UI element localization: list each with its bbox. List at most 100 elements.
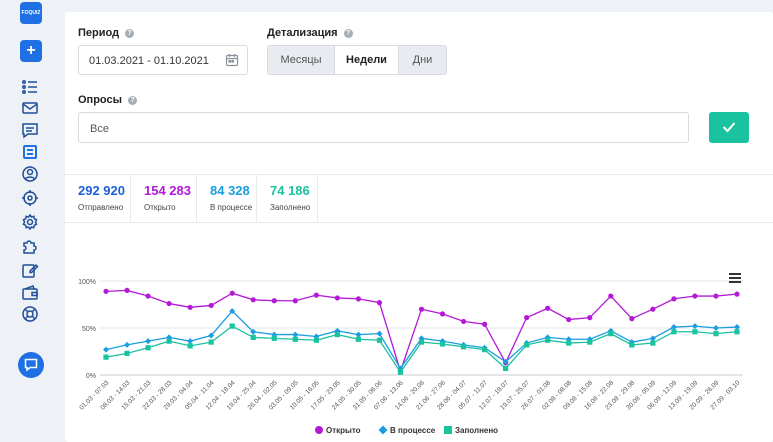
help-icon[interactable]: ? <box>128 96 138 105</box>
surveys-select[interactable]: Все <box>78 112 689 143</box>
y-tick-label: 100% <box>78 279 96 286</box>
data-point <box>629 316 635 322</box>
mail-icon[interactable] <box>21 99 39 117</box>
data-point <box>734 329 740 335</box>
data-point <box>334 295 340 301</box>
app-logo[interactable]: FOQUIZ <box>20 2 42 24</box>
data-point <box>670 324 677 331</box>
data-point <box>671 296 677 302</box>
data-point <box>271 298 277 304</box>
user-icon[interactable] <box>21 165 39 183</box>
data-point <box>439 341 446 347</box>
data-point <box>355 331 362 338</box>
stat-completed: 74 186 Заполнено <box>257 175 318 222</box>
data-point <box>376 330 383 337</box>
apply-button[interactable] <box>709 112 749 143</box>
period-value: 01.03.2021 - 01.10.2021 <box>89 55 209 67</box>
data-point <box>376 337 383 343</box>
data-point <box>502 358 509 365</box>
series-line <box>105 289 738 374</box>
stats-row: 292 920 Отправлено 154 283 Открыто 84 32… <box>65 175 318 222</box>
calendar-icon[interactable] <box>225 53 239 67</box>
data-point <box>418 339 425 345</box>
data-point <box>229 290 235 296</box>
puzzle-icon[interactable] <box>21 237 39 255</box>
settings-icon[interactable] <box>21 213 39 231</box>
data-point <box>145 293 151 299</box>
chat-button[interactable] <box>18 352 44 378</box>
data-point <box>250 297 256 303</box>
data-point <box>607 327 614 334</box>
data-point <box>124 341 131 348</box>
data-point <box>313 337 319 343</box>
data-point <box>334 331 340 338</box>
data-point <box>628 339 635 346</box>
data-point <box>292 331 299 338</box>
data-point <box>524 342 530 348</box>
list-icon[interactable] <box>21 78 39 96</box>
target-icon[interactable] <box>21 189 39 207</box>
surveys-value: Все <box>90 123 109 135</box>
data-point <box>208 302 214 309</box>
data-point <box>124 350 130 356</box>
data-point <box>671 329 677 335</box>
wallet-icon[interactable] <box>21 284 39 302</box>
stat-caption: В процессе <box>210 203 253 212</box>
data-point <box>145 338 152 345</box>
surveys-icon[interactable] <box>21 143 39 161</box>
y-tick-label: 0% <box>86 373 96 380</box>
add-button[interactable]: + <box>20 40 42 62</box>
data-point <box>292 336 298 342</box>
data-point <box>482 347 488 353</box>
detail-option-weeks[interactable]: Недели <box>335 46 399 74</box>
divider <box>65 174 773 175</box>
data-point <box>229 308 236 315</box>
stat-opened: 154 283 Открыто <box>131 175 197 222</box>
series-line <box>105 325 738 374</box>
data-point <box>313 292 319 298</box>
chart-menu-icon[interactable] <box>729 273 741 283</box>
data-point <box>692 293 698 299</box>
data-point <box>713 293 719 299</box>
help-icon[interactable]: ? <box>343 29 353 38</box>
data-point <box>103 354 109 360</box>
detail-option-days[interactable]: Дни <box>399 46 446 74</box>
legend-marker <box>378 425 388 435</box>
divider <box>65 222 773 223</box>
data-point <box>187 304 193 310</box>
stat-caption: Отправлено <box>78 203 124 212</box>
detail-option-months[interactable]: Месяцы <box>268 46 335 74</box>
data-point <box>566 340 572 346</box>
stat-caption: Заполнено <box>270 203 311 212</box>
data-point <box>208 339 214 345</box>
help-lifebuoy-icon[interactable] <box>21 305 39 323</box>
stat-value: 292 920 <box>78 183 125 198</box>
period-date-range-input[interactable]: 01.03.2021 - 01.10.2021 <box>78 45 248 75</box>
legend-marker <box>315 426 323 434</box>
data-point <box>208 332 215 339</box>
surveys-label: Опросы? <box>78 94 138 106</box>
message-icon[interactable] <box>21 121 39 139</box>
data-point <box>250 328 257 335</box>
data-point <box>524 315 530 321</box>
data-point <box>460 344 467 350</box>
legend-label: В процессе <box>390 426 436 435</box>
edit-icon[interactable] <box>21 261 39 279</box>
data-point <box>103 346 109 353</box>
data-point <box>166 300 172 307</box>
data-point <box>187 338 194 345</box>
data-point <box>166 338 172 344</box>
data-point <box>355 296 361 302</box>
legend-label: Заполнено <box>455 426 498 435</box>
data-point <box>355 336 361 342</box>
data-point <box>250 334 256 340</box>
data-point <box>145 345 151 351</box>
data-point <box>439 311 446 317</box>
detail-segmented-control: Месяцы Недели Дни <box>267 45 447 75</box>
data-point <box>713 331 719 337</box>
data-point <box>418 306 425 312</box>
check-icon <box>722 122 736 133</box>
help-icon[interactable]: ? <box>125 29 135 38</box>
data-point <box>734 291 740 297</box>
